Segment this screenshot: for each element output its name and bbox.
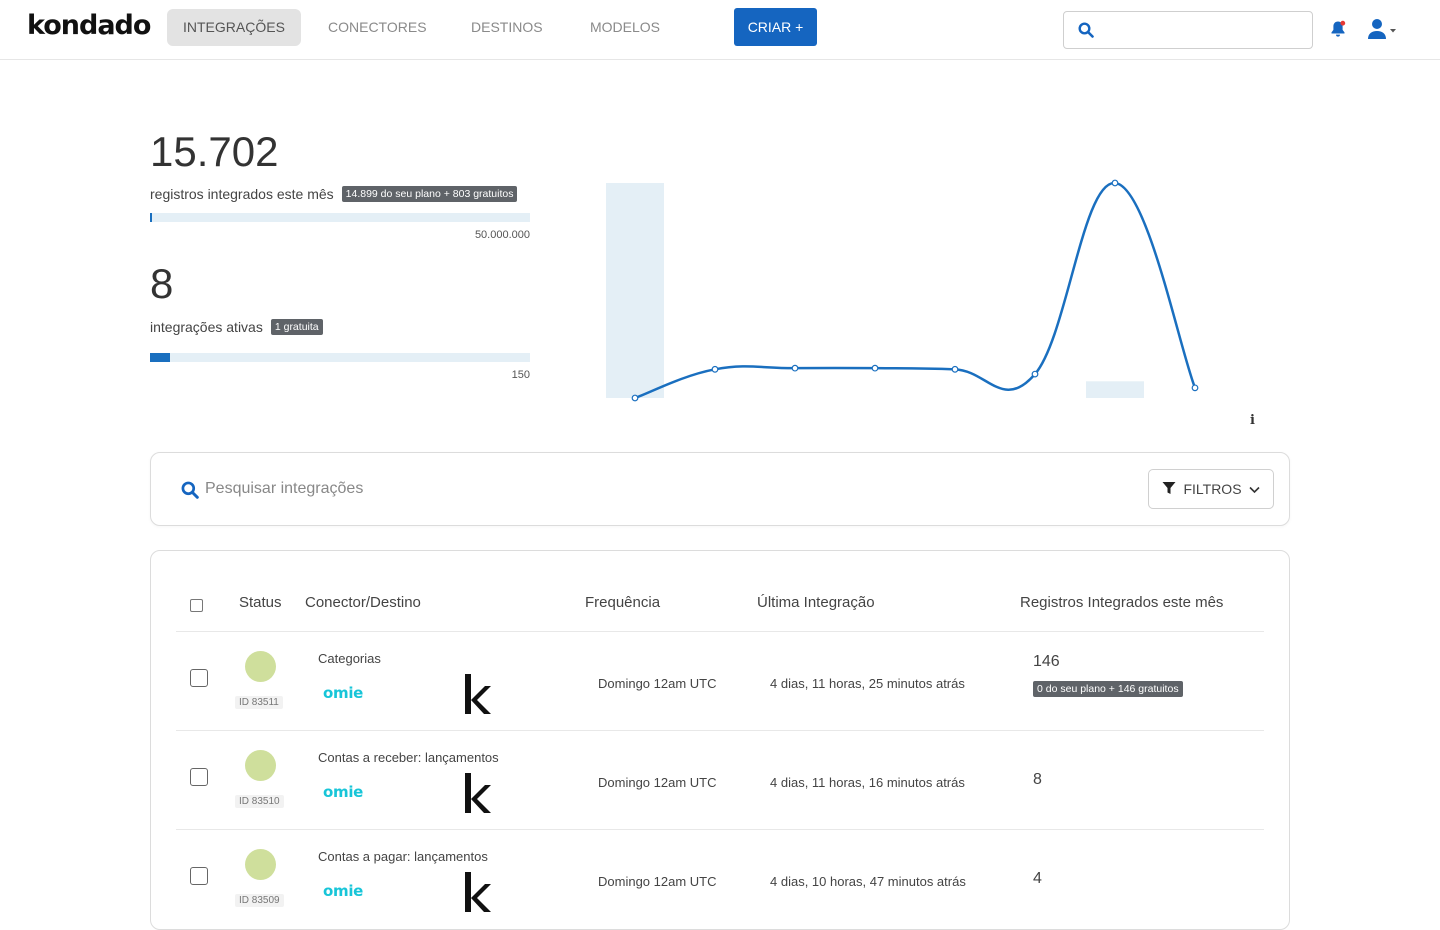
chart-point[interactable] <box>1111 179 1119 187</box>
records-value: 8 <box>1033 771 1042 788</box>
integrations-search-panel: FILTROS <box>150 452 1290 526</box>
integrations-progress-bar <box>150 353 530 362</box>
integration-name[interactable]: Categorias <box>318 651 381 666</box>
chart-series-line <box>634 181 1197 400</box>
kondado-k-logo <box>465 773 491 813</box>
integration-name[interactable]: Contas a receber: lançamentos <box>318 750 499 765</box>
omie-logo: omie <box>323 882 364 900</box>
select-all-checkbox[interactable] <box>190 599 203 612</box>
nav-tab-integracoes[interactable]: INTEGRAÇÕES <box>167 9 301 46</box>
column-header-status[interactable]: Status <box>239 594 282 611</box>
table-row[interactable]: ID 83509 Contas a pagar: lançamentos omi… <box>151 830 1291 929</box>
notifications-bell-icon[interactable] <box>1330 20 1346 43</box>
chart-point[interactable] <box>951 365 959 373</box>
filters-button[interactable]: FILTROS <box>1148 469 1274 509</box>
kondado-logo[interactable]: kondado <box>27 10 151 41</box>
chart-point[interactable] <box>791 364 799 372</box>
chart-point[interactable] <box>631 394 639 402</box>
frequency: Domingo 12am UTC <box>598 874 717 889</box>
chevron-down-icon <box>1248 481 1260 497</box>
records-value: 4 <box>1033 870 1042 887</box>
kondado-k-logo <box>465 674 491 714</box>
records-progress-fill <box>150 213 152 222</box>
column-header-records[interactable]: Registros Integrados este mês <box>1020 594 1224 611</box>
records-history-chart <box>606 179 1199 402</box>
chart-point[interactable] <box>1031 370 1039 378</box>
omie-logo: omie <box>323 684 364 702</box>
last-integration: 4 dias, 11 horas, 16 minutos atrás <box>770 775 965 790</box>
integrations-free-badge: 1 gratuita <box>270 319 323 335</box>
records-value: 146 <box>1033 653 1060 670</box>
chart-info-icon[interactable]: i <box>1250 413 1255 428</box>
chart-point[interactable] <box>871 364 879 372</box>
filters-label: FILTROS <box>1183 481 1242 497</box>
records-badge: 0 do seu plano + 146 gratuitos <box>1033 681 1183 697</box>
row-id: ID 83509 <box>235 894 284 907</box>
status-indicator <box>245 750 276 781</box>
header-divider <box>176 631 1264 632</box>
row-divider <box>176 730 1264 731</box>
search-icon <box>1078 22 1094 43</box>
last-integration: 4 dias, 11 horas, 25 minutos atrás <box>770 676 965 691</box>
chart-point[interactable] <box>1191 384 1199 392</box>
row-checkbox[interactable] <box>190 768 208 786</box>
column-header-frequency[interactable]: Frequência <box>585 594 661 611</box>
table-row[interactable]: ID 83510 Contas a receber: lançamentos o… <box>151 731 1291 830</box>
integrations-max: 150 <box>511 369 530 381</box>
integrations-table: Status Conector/Destino Frequência Últim… <box>150 550 1290 930</box>
top-navbar: kondado INTEGRAÇÕES CONECTORES DESTINOS … <box>0 0 1440 60</box>
records-count: 15.702 <box>150 128 279 175</box>
row-id: ID 83511 <box>235 696 283 709</box>
nav-tab-modelos[interactable]: MODELOS <box>590 19 661 35</box>
row-divider <box>176 829 1264 830</box>
integrations-label-row: integrações ativas 1 gratuita <box>150 319 323 335</box>
search-icon <box>181 481 199 504</box>
nav-tab-conectores[interactable]: CONECTORES <box>328 19 427 35</box>
integrations-count: 8 <box>150 260 174 307</box>
integrations-progress-fill <box>150 353 171 362</box>
records-plan-badge: 14.899 do seu plano + 803 gratuitos <box>341 186 518 202</box>
records-max: 50.000.000 <box>474 229 530 241</box>
nav-tab-destinos[interactable]: DESTINOS <box>471 19 543 35</box>
row-id: ID 83510 <box>235 795 284 808</box>
integrations-search-input[interactable] <box>205 475 705 503</box>
frequency: Domingo 12am UTC <box>598 676 717 691</box>
status-indicator <box>245 651 276 682</box>
last-integration: 4 dias, 10 horas, 47 minutos atrás <box>770 874 966 889</box>
status-indicator <box>245 849 276 880</box>
integration-name[interactable]: Contas a pagar: lançamentos <box>318 849 488 864</box>
integrations-label: integrações ativas <box>150 319 263 335</box>
kondado-k-logo <box>465 872 491 912</box>
records-label: registros integrados este mês <box>150 186 334 202</box>
top-search-input[interactable] <box>1100 18 1300 42</box>
column-header-last-integration[interactable]: Última Integração <box>757 594 875 611</box>
chart-bar <box>606 183 664 398</box>
table-row[interactable]: ID 83511 Categorias omie Domingo 12am UT… <box>151 632 1291 731</box>
frequency: Domingo 12am UTC <box>598 775 717 790</box>
top-search-box <box>1063 11 1313 49</box>
records-progress-bar <box>150 213 530 222</box>
create-button[interactable]: CRIAR + <box>734 8 817 46</box>
row-checkbox[interactable] <box>190 669 208 687</box>
row-checkbox[interactable] <box>190 867 208 885</box>
user-menu-icon[interactable] <box>1367 18 1397 45</box>
chart-point[interactable] <box>711 365 719 373</box>
chart-bar <box>1086 381 1144 398</box>
omie-logo: omie <box>323 783 364 801</box>
column-header-connector[interactable]: Conector/Destino <box>305 594 421 611</box>
records-label-row: registros integrados este mês 14.899 do … <box>150 186 518 202</box>
filter-funnel-icon <box>1162 481 1176 498</box>
